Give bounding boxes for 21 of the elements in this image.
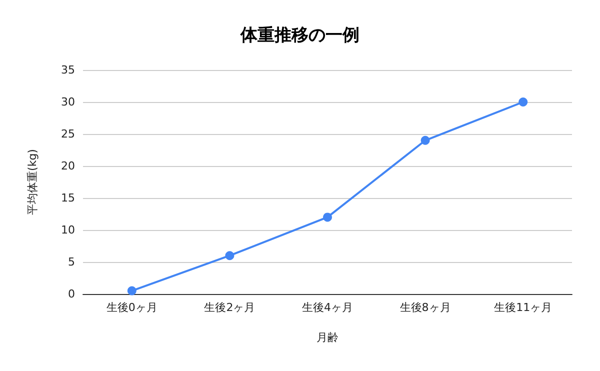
point bbox=[127, 286, 136, 296]
y-tick-label: 35 bbox=[61, 64, 75, 76]
y-tick-label: 30 bbox=[61, 96, 75, 108]
y-tick-label: 25 bbox=[61, 128, 75, 140]
y-tick-label: 0 bbox=[68, 288, 75, 300]
x-tick-label: 生後4ヶ月 bbox=[302, 301, 353, 314]
y-tick-label: 15 bbox=[61, 192, 75, 204]
point bbox=[225, 251, 234, 260]
y-axis-title: 平均体重(kg) bbox=[26, 149, 39, 215]
x-tick-label: 生後2ヶ月 bbox=[204, 301, 256, 314]
x-tick-label: 生後0ヶ月 bbox=[106, 301, 158, 314]
chart-title: 体重推移の一例 bbox=[240, 26, 360, 46]
x-tick-label: 生後11ヶ月 bbox=[494, 301, 552, 314]
y-tick-label: 10 bbox=[61, 224, 75, 236]
point bbox=[518, 98, 528, 106]
y-tick-label: 5 bbox=[68, 256, 75, 268]
point bbox=[420, 136, 430, 145]
point bbox=[323, 212, 332, 222]
x-axis-title: 月齢 bbox=[316, 331, 338, 344]
x-tick-label: 生後8ヶ月 bbox=[400, 301, 451, 314]
y-tick-label: 20 bbox=[61, 160, 75, 172]
